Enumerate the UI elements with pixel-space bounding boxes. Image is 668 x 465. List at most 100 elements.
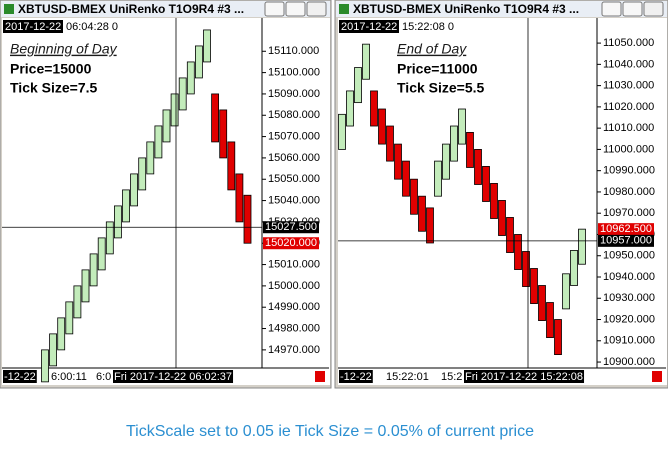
y-tick-label: 14970.000 [268, 344, 320, 356]
renko-brick [219, 109, 228, 159]
renko-brick [57, 317, 66, 351]
y-tick-label: 10990.000 [603, 165, 655, 177]
price-label-bg [263, 221, 319, 234]
price-label: 15027.500 [265, 221, 317, 233]
note-tick: Tick Size=7.5 [10, 80, 98, 96]
renko-brick [130, 173, 139, 207]
y-tick-label: 15010.000 [268, 258, 320, 270]
window-button[interactable] [285, 1, 306, 17]
y-tick-label: 14980.000 [268, 322, 320, 334]
header-date: 2017-12-22 [341, 21, 397, 33]
y-tick-label: 15100.000 [268, 67, 320, 79]
renko-brick [354, 67, 362, 104]
header-date: 2017-12-22 [5, 21, 61, 33]
header-time: 15:22:08 0 [402, 21, 454, 33]
renko-brick [227, 141, 236, 191]
renko-brick [570, 250, 578, 286]
y-tick-label: 15050.000 [268, 173, 320, 185]
chart-window: XBTUSD-BMEX UniRenko T1O9R4 #3 ... 10900.… [334, 0, 668, 389]
renko-brick [49, 333, 57, 367]
renko-brick [490, 183, 498, 219]
y-tick-label: 14990.000 [268, 301, 320, 313]
renko-brick [554, 319, 562, 356]
note-price: Price=15000 [10, 61, 92, 77]
y-tick-label: 11020.000 [603, 101, 654, 113]
time-label-bg [3, 370, 37, 383]
price-label: 10962.500 [600, 223, 652, 235]
renko-brick [418, 195, 426, 232]
y-tick-label: 11010.000 [603, 122, 654, 134]
window-button[interactable] [643, 1, 664, 17]
renko-brick [378, 108, 386, 145]
window-button[interactable] [601, 1, 622, 17]
y-tick-label: 10920.000 [603, 313, 655, 325]
renko-brick [194, 45, 203, 79]
window-button[interactable] [264, 1, 285, 17]
y-tick-label: 15080.000 [268, 109, 320, 121]
renko-brick [186, 61, 195, 95]
renko-brick [394, 143, 402, 180]
corner-button[interactable] [652, 371, 662, 382]
price-label: 15020.000 [265, 237, 317, 249]
y-tick-label: 15110.000 [268, 45, 319, 57]
renko-brick [138, 157, 147, 191]
renko-brick [426, 207, 434, 244]
renko-brick [41, 349, 49, 383]
renko-brick [97, 237, 106, 271]
price-axis [597, 18, 667, 368]
renko-brick [410, 178, 418, 215]
window-button[interactable] [622, 1, 643, 17]
renko-brick [65, 301, 74, 335]
price-label-bg [263, 237, 319, 250]
renko-brick [346, 90, 354, 127]
renko-brick [546, 302, 554, 338]
renko-brick [562, 273, 570, 310]
price-label-bg [598, 223, 654, 236]
y-tick-label: 10900.000 [603, 356, 655, 368]
time-label: 6:0 [96, 371, 111, 383]
renko-brick [370, 90, 378, 127]
renko-brick [146, 141, 155, 175]
window-title: XBTUSD-BMEX UniRenko T1O9R4 #3 ... [353, 2, 579, 16]
renko-brick [89, 253, 98, 287]
renko-brick [243, 194, 252, 244]
renko-brick [466, 131, 474, 168]
renko-brick [338, 113, 346, 150]
window-button[interactable] [306, 1, 327, 17]
renko-brick [578, 228, 586, 265]
y-tick-label: 11040.000 [603, 58, 654, 70]
window-title: XBTUSD-BMEX UniRenko T1O9R4 #3 ... [18, 2, 244, 16]
renko-brick [105, 221, 114, 255]
y-tick-label: 15040.000 [268, 194, 320, 206]
renko-brick [203, 29, 211, 63]
time-label-bg [464, 370, 585, 383]
renko-brick [506, 217, 514, 253]
title-bar [336, 1, 667, 17]
time-label: 15:2 [441, 371, 462, 383]
time-label: 15:22:01 [386, 371, 429, 383]
time-label: Fri 2017-12-22 15:22:08 [465, 371, 583, 383]
price-axis [262, 18, 330, 368]
y-tick-label: 15060.000 [268, 152, 320, 164]
note-heading: End of Day [397, 41, 467, 57]
time-label-bg [339, 370, 373, 383]
time-label: 6:00:11 [51, 371, 87, 383]
y-tick-label: 15000.000 [268, 280, 320, 292]
renko-brick [458, 108, 466, 145]
corner-button[interactable] [315, 371, 325, 382]
time-label: -12-22 [4, 371, 36, 383]
renko-brick [386, 125, 394, 162]
window-icon [339, 4, 349, 14]
note-tick: Tick Size=5.5 [397, 80, 485, 96]
y-tick-label: 10970.000 [603, 207, 655, 219]
time-label: -12-22 [340, 371, 372, 383]
y-tick-label: 11000.000 [603, 143, 654, 155]
y-tick-label: 10940.000 [603, 271, 655, 283]
renko-brick [122, 189, 130, 223]
y-tick-label: 15070.000 [268, 130, 320, 142]
chart-window: XBTUSD-BMEX UniRenko T1O9R4 #3 ... 14970.… [0, 0, 332, 389]
renko-brick [362, 43, 370, 80]
renko-brick [81, 269, 90, 303]
y-tick-label: 15090.000 [268, 88, 320, 100]
